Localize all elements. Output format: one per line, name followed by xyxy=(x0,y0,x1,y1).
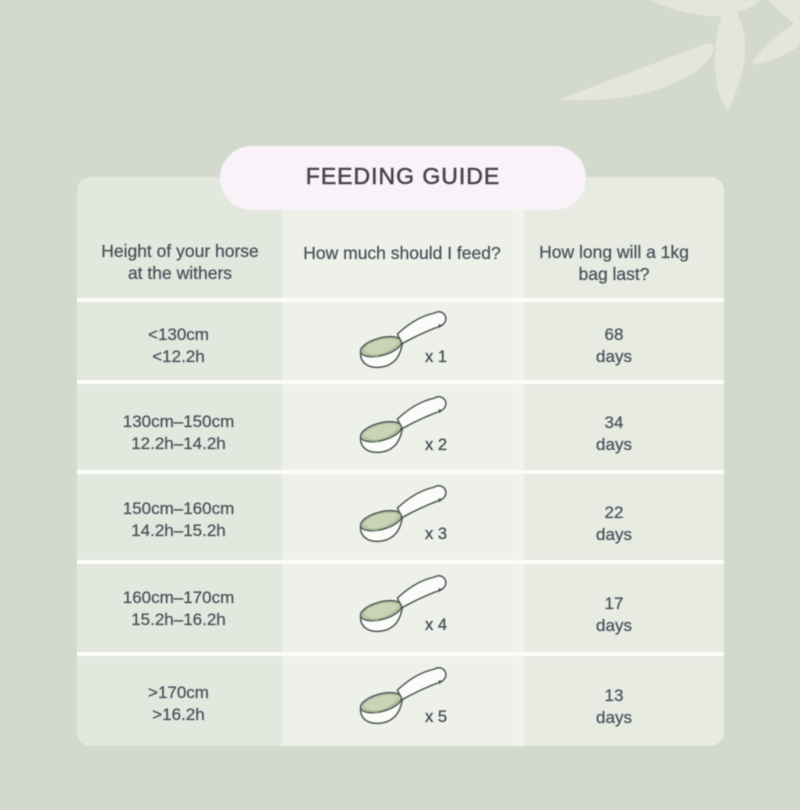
svg-text:x 5: x 5 xyxy=(425,708,447,726)
svg-text:x 2: x 2 xyxy=(425,436,447,454)
svg-text:x 1: x 1 xyxy=(425,348,447,366)
svg-text:x 4: x 4 xyxy=(425,616,447,634)
svg-text:x 3: x 3 xyxy=(425,525,447,543)
